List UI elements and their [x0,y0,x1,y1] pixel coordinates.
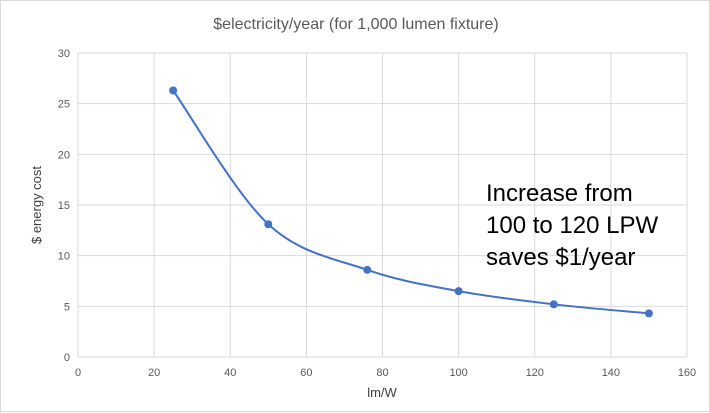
x-tick-label: 100 [449,367,467,379]
data-point [644,309,653,318]
y-tick-label: 15 [58,200,70,212]
annotation-line: 100 to 120 LPW [486,212,658,239]
x-tick-label: 0 [75,367,81,379]
y-tick-label: 10 [58,251,70,263]
x-axis-label: lm/W [367,385,397,400]
y-tick-label: 25 [58,99,70,111]
x-tick-label: 140 [602,367,620,379]
chart-title: $electricity/year (for 1,000 lumen fixtu… [213,16,498,33]
gridlines [77,52,688,358]
y-tick-label: 0 [64,352,70,364]
data-point [169,86,178,95]
annotation-line: saves $1/year [486,244,635,271]
y-tick-labels: 0 5 10 15 20 25 30 [58,48,70,364]
series-group [169,86,653,318]
y-tick-label: 20 [58,149,70,161]
x-tick-label: 80 [376,367,388,379]
y-axis-label: $ energy cost [29,166,44,244]
data-point [363,265,372,274]
x-tick-label: 40 [224,367,236,379]
x-tick-label: 60 [300,367,312,379]
x-tick-label: 160 [678,367,696,379]
data-point [264,220,273,229]
data-point [549,300,558,309]
x-tick-label: 20 [148,367,160,379]
y-tick-label: 30 [58,48,70,60]
y-tick-label: 5 [64,301,70,313]
x-tick-label: 120 [526,367,544,379]
x-tick-labels: 0 20 40 60 80 100 120 140 160 [75,367,696,379]
annotation-line: Increase from [486,180,633,207]
data-point [454,287,463,296]
annotation-text: Increase from 100 to 120 LPW saves $1/year [486,180,658,271]
